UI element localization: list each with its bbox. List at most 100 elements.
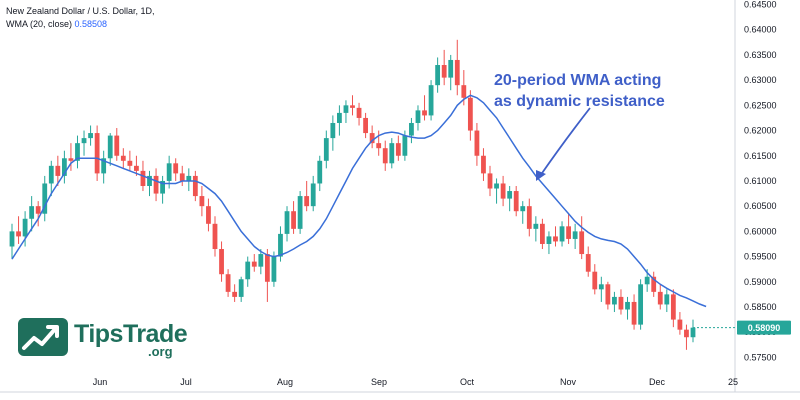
x-tick-label: Aug: [277, 377, 293, 387]
candle-body: [199, 196, 205, 207]
y-tick-label: 0.64500: [744, 0, 777, 10]
candle-body: [625, 301, 630, 310]
candle-body: [22, 218, 28, 237]
candle-body: [55, 165, 61, 176]
candle-body: [258, 254, 264, 267]
y-tick-label: 0.63000: [744, 75, 777, 85]
candle-body: [206, 206, 211, 224]
candle-body: [297, 196, 303, 229]
candle-body: [75, 143, 80, 161]
candle-body: [179, 173, 185, 181]
candle-body: [107, 135, 113, 159]
y-tick-label: 0.64000: [744, 25, 777, 35]
candle-body: [513, 191, 519, 212]
candle-body: [29, 206, 35, 219]
annotation-line-2: as dynamic resistance: [494, 93, 665, 110]
candle-body: [389, 143, 395, 164]
candle-body: [330, 122, 336, 139]
candle-body: [651, 276, 657, 292]
candle-body: [88, 133, 93, 139]
candle-body: [690, 327, 696, 338]
annotation-text: 20-period WMA acting as dynamic resistan…: [494, 70, 714, 112]
annotation-arrow: [539, 107, 591, 177]
candle-body: [409, 122, 414, 136]
candle-body: [684, 329, 689, 338]
candle-body: [363, 117, 368, 134]
candle-body: [428, 85, 434, 116]
candle-body: [546, 236, 552, 244]
candle-body: [343, 105, 349, 113]
candle-body: [579, 231, 585, 255]
wma-line: [11, 94, 707, 308]
candle-body: [278, 233, 283, 257]
y-tick-label: 0.61500: [744, 151, 777, 161]
x-tick-label: Nov: [560, 377, 577, 387]
x-tick-label: Dec: [649, 377, 666, 387]
y-tick-label: 0.58500: [744, 302, 777, 312]
candle-body: [467, 97, 473, 131]
chart-header-symbol: New Zealand Dollar / U.S. Dollar, 1D,: [6, 6, 155, 16]
candle-body: [618, 296, 624, 310]
candle-body: [526, 206, 532, 229]
candle-body: [264, 254, 270, 282]
candle-body: [134, 165, 139, 171]
candle-body: [572, 231, 578, 239]
candle-body: [644, 276, 650, 285]
candle-body: [657, 291, 663, 305]
candle-body: [251, 261, 257, 267]
candle-body: [232, 291, 238, 297]
brand-chart-icon: [18, 318, 68, 356]
candle-body: [474, 130, 480, 156]
candle-body: [350, 105, 355, 108]
candle-body: [35, 206, 41, 214]
candle-body: [317, 160, 323, 184]
candle-body: [245, 261, 251, 280]
candle-body: [114, 135, 120, 156]
y-tick-label: 0.62000: [744, 126, 777, 136]
candle-body: [147, 175, 152, 186]
candle-body: [435, 65, 441, 86]
candle-body: [16, 231, 21, 237]
candle-body: [461, 85, 467, 98]
candle-body: [238, 279, 244, 297]
candle-body: [212, 223, 218, 250]
candle-body: [448, 59, 454, 78]
candle-body: [638, 284, 644, 325]
candle-body: [225, 274, 231, 292]
brand-sub: .org: [148, 344, 173, 359]
candle-body: [494, 183, 499, 189]
candle-body: [395, 143, 401, 156]
symbol-label: New Zealand Dollar / U.S. Dollar, 1D,: [6, 6, 155, 16]
candle-body: [585, 254, 591, 272]
candle-body: [369, 133, 375, 144]
candle-body: [612, 296, 617, 305]
candle-body: [160, 180, 166, 194]
brand-name: TipsTrade: [74, 320, 188, 348]
candle-body: [68, 158, 74, 161]
annotation-line-1: 20-period WMA acting: [494, 72, 662, 89]
candle-body: [127, 160, 133, 166]
candle-body: [120, 155, 126, 161]
y-tick-label: 0.61000: [744, 176, 777, 186]
candle-body: [48, 165, 54, 184]
candle-body: [454, 59, 460, 86]
candle-body: [271, 256, 277, 282]
y-tick-label: 0.59500: [744, 252, 777, 262]
x-tick-label: Jul: [180, 377, 192, 387]
candle-body: [310, 183, 316, 207]
candle-body: [481, 155, 486, 174]
candle-body: [402, 135, 408, 156]
candle-body: [500, 183, 506, 199]
candle-body: [304, 196, 310, 207]
y-tick-label: 0.62500: [744, 100, 777, 110]
y-tick-label: 0.60000: [744, 226, 777, 236]
price-tag-label: 0.58090: [748, 323, 781, 333]
candle-body: [670, 294, 676, 320]
candle-body: [631, 301, 637, 325]
chart-header-indicator: WMA (20, close) 0.58508: [6, 19, 107, 29]
candle-body: [520, 206, 526, 212]
candle-body: [553, 236, 558, 242]
candle-body: [376, 143, 382, 149]
y-tick-label: 0.60500: [744, 201, 777, 211]
